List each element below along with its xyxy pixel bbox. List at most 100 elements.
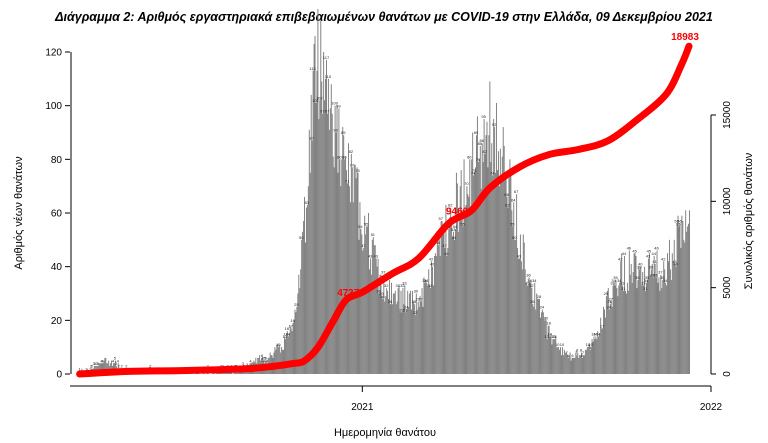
bar [429,285,431,374]
bar [451,221,453,374]
bar-value-label: 55 [676,221,681,226]
bar [411,290,413,374]
bar-value-label: 43 [368,254,373,259]
bar [292,323,294,374]
y2-axis-label: Συνολικός αριθμός θανάτων [743,152,755,289]
bar [499,148,501,374]
bar [302,231,304,374]
bar [241,371,242,374]
bar-value-label: 67 [514,189,519,194]
bar [387,290,389,374]
bar [402,288,404,374]
bar [513,202,515,374]
bar [405,312,407,374]
bar-value-label: 1 [85,366,88,371]
bar-value-label: 41 [652,259,657,264]
bar [308,129,310,374]
bar [652,277,654,374]
bar-value-label: 3 [93,361,96,366]
bar [453,231,455,374]
bar-value-label: 14 [284,331,289,336]
bar-value-label: 37 [658,270,663,275]
bar-value-label: 56 [674,219,679,224]
bar-value-label: 2 [149,364,152,369]
bar [575,352,577,374]
bar [612,285,614,374]
bar [414,314,416,374]
bar [577,352,579,374]
bar [530,280,532,374]
bar [554,339,556,374]
bar [360,229,362,374]
bar [470,210,472,374]
bar [104,357,106,374]
y-tick-label-left: 120 [45,48,62,59]
bar-value-label: 97 [325,109,330,114]
bar [573,357,575,374]
bar [284,339,286,374]
bar [460,170,462,374]
bar-value-label: 50 [299,235,304,240]
bar [368,213,370,374]
bar [625,290,626,374]
bar-value-label: 26 [412,299,417,304]
bar [452,237,454,374]
bar-value-label: 7 [582,350,585,355]
bar-value-label: 54 [358,224,363,229]
bar [537,298,539,374]
bar-value-label: 33 [610,280,615,285]
bar-value-label: 33 [402,280,407,285]
bar-value-label: 71 [345,179,350,184]
bar [392,293,394,374]
bar [580,355,582,374]
bar-value-label: 26 [530,299,535,304]
bar [545,320,547,374]
bar [408,306,410,374]
bar [680,247,682,374]
bar [432,266,434,374]
bar [626,282,628,374]
bar-value-label: 77 [350,162,355,167]
bar-value-label: 3 [242,361,245,366]
bar [689,210,690,374]
bar-value-label: 79 [476,157,481,162]
bar [101,363,103,374]
bar [507,207,509,374]
bar [640,266,642,374]
bar [515,239,517,374]
bar [600,317,602,374]
bar [412,301,414,374]
bar-value-label: 3 [115,361,118,366]
bar-value-label: 101 [312,98,319,103]
bar [326,113,328,374]
x-tick-label: 2022 [700,402,723,413]
bar [555,336,557,374]
bar [381,296,383,374]
bar [605,296,607,374]
bar [316,70,318,374]
bar [476,135,477,374]
bar [327,78,329,374]
bar [434,253,436,374]
bar [279,344,281,374]
bar-value-label: 34 [611,278,616,283]
bar [563,349,565,374]
bar [342,127,344,374]
y-tick-label-right: 0 [722,371,733,377]
bar [623,290,625,374]
bar [420,301,422,374]
bar [548,325,550,374]
bar-value-label: 39 [649,264,654,269]
bar-value-label: 2 [222,364,225,369]
cumulative-label: 4737 [337,288,360,299]
bar [419,296,421,374]
bar [353,164,355,374]
bar [681,215,683,374]
x-ticks: 2021 2022 [351,386,723,413]
bar-value-label: 99 [336,103,341,108]
bar-value-label: 102 [316,95,323,100]
bar [654,263,656,374]
bar [561,355,562,374]
bar-value-label: 17 [288,323,293,328]
